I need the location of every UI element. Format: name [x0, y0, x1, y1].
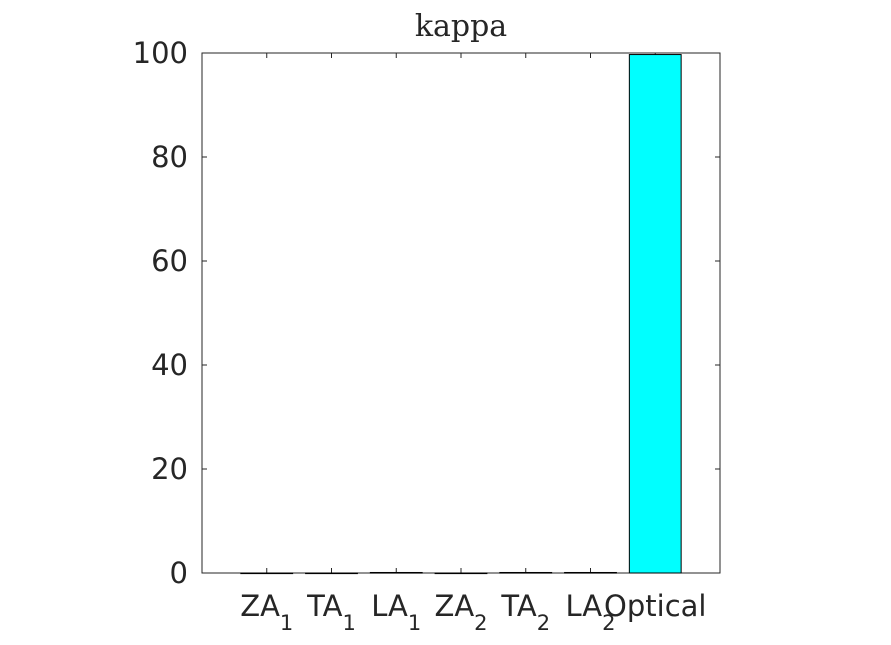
- chart-title: kappa: [415, 9, 507, 44]
- x-tick-label-4: ZA2: [434, 589, 487, 635]
- x-tick-label-6: LA2: [565, 589, 615, 635]
- bar-la2: [564, 571, 617, 574]
- y-tick-label-40: 40: [151, 348, 188, 382]
- x-tick-label-7: Optical: [604, 589, 706, 623]
- bar-la1: [369, 571, 423, 574]
- x-tick-label-3: LA1: [371, 589, 421, 635]
- x-tick-label-1: ZA1: [240, 589, 293, 635]
- bar-za2: [434, 572, 488, 575]
- bar-za1: [240, 572, 294, 575]
- y-tick-label-0: 0: [170, 556, 188, 590]
- x-tick-label-5: TA2: [500, 589, 550, 635]
- bar-ta1: [305, 572, 358, 575]
- y-tick-label-60: 60: [151, 244, 188, 278]
- y-tick-label-20: 20: [151, 452, 188, 486]
- bar-optical: [628, 54, 682, 574]
- bar-ta2: [499, 571, 553, 574]
- y-tick-label-100: 100: [133, 36, 188, 70]
- y-tick-label-80: 80: [151, 140, 188, 174]
- x-tick-label-2: TA1: [306, 589, 356, 635]
